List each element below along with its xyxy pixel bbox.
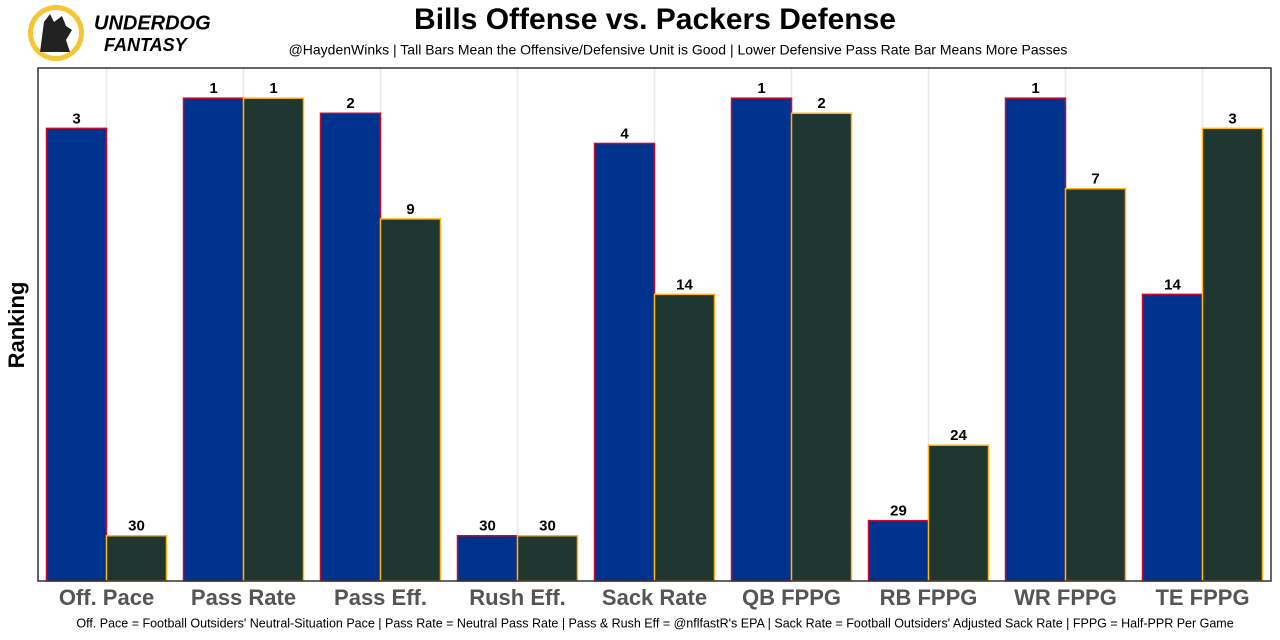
bar <box>319 112 382 582</box>
x-tick-label: Pass Eff. <box>334 585 427 610</box>
bar <box>593 142 656 582</box>
x-tick-label: Off. Pace <box>59 585 154 610</box>
x-tick-label: WR FPPG <box>1014 585 1117 610</box>
chart-subtitle: @HaydenWinks | Tall Bars Mean the Offens… <box>289 42 1068 58</box>
y-axis-label: Ranking <box>4 282 29 369</box>
data-label: 1 <box>209 80 217 97</box>
bar <box>516 534 579 582</box>
data-label: 3 <box>1228 110 1236 127</box>
bar <box>1004 97 1067 582</box>
bar <box>790 112 853 582</box>
data-label: 1 <box>757 80 765 97</box>
data-label: 2 <box>346 95 354 112</box>
data-label: 30 <box>128 518 145 535</box>
data-label: 24 <box>950 427 967 444</box>
bar <box>730 97 793 582</box>
x-tick-label: Rush Eff. <box>469 585 566 610</box>
bar <box>927 444 990 582</box>
x-tick-label: RB FPPG <box>880 585 978 610</box>
bar <box>105 534 168 582</box>
caption: Off. Pace = Football Outsiders' Neutral-… <box>76 616 1233 630</box>
data-label: 14 <box>1164 276 1181 293</box>
logo-dog <box>40 14 72 52</box>
chart-title: Bills Offense vs. Packers Defense <box>414 3 896 36</box>
x-tick-label: QB FPPG <box>742 585 841 610</box>
data-label: 4 <box>620 125 629 142</box>
data-label: 1 <box>1031 80 1039 97</box>
data-label: 30 <box>479 518 496 535</box>
data-label: 2 <box>817 95 825 112</box>
logo-text: UNDERDOG <box>94 12 211 34</box>
bar <box>456 534 519 582</box>
x-tick-label: Sack Rate <box>602 585 707 610</box>
x-tick-label: TE FPPG <box>1155 585 1249 610</box>
data-label: 9 <box>406 201 414 218</box>
data-label: 7 <box>1091 171 1099 188</box>
bar <box>653 293 716 582</box>
logo: UNDERDOG FANTASY <box>28 5 211 61</box>
bar <box>242 97 305 582</box>
data-label: 29 <box>890 503 907 520</box>
bar <box>1141 293 1204 582</box>
bar <box>867 519 930 582</box>
data-label: 1 <box>269 80 277 97</box>
bar <box>1064 187 1127 582</box>
x-tick-label: Pass Rate <box>191 585 296 610</box>
data-label: 30 <box>539 518 556 535</box>
bar <box>379 218 442 582</box>
bar <box>1201 127 1264 582</box>
logo-text: FANTASY <box>104 35 189 55</box>
data-label: 14 <box>676 276 693 293</box>
plot-border <box>37 67 1272 582</box>
bar <box>45 127 108 582</box>
data-label: 3 <box>72 110 80 127</box>
bar <box>182 97 245 582</box>
